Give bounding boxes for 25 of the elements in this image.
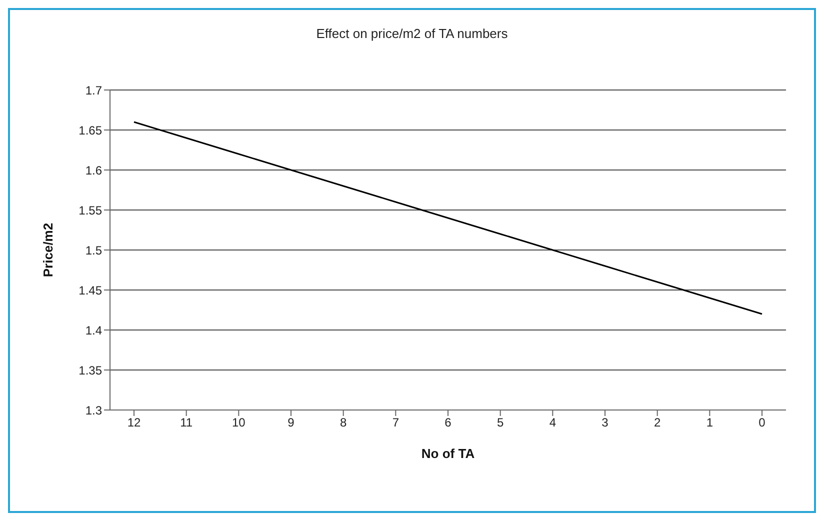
y-tick-label: 1.45 [78, 283, 102, 298]
x-tick-label: 4 [549, 416, 556, 430]
x-tick-label: 3 [602, 416, 609, 430]
chart-title: Effect on price/m2 of TA numbers [315, 26, 509, 41]
x-tick-label: 2 [654, 416, 661, 430]
x-tick-label: 9 [288, 416, 295, 430]
x-tick-label: 1 [706, 416, 714, 430]
x-tick-label: 11 [180, 416, 193, 430]
y-tick-label: 1.65 [78, 123, 102, 138]
y-tick-label: 1.7 [85, 83, 102, 98]
y-tick-label: 1.55 [78, 203, 102, 218]
x-tick-label: 5 [496, 416, 504, 430]
y-tick-label: 1.35 [78, 363, 102, 378]
x-axis-title: No of TA [421, 446, 476, 461]
x-tick-label: 8 [340, 416, 347, 430]
x-tick-label: 12 [127, 416, 141, 430]
y-tick-label: 1.3 [85, 403, 102, 418]
y-tick-label: 1.4 [85, 323, 102, 338]
x-tick-label: 0 [758, 416, 766, 430]
y-tick-label: 1.5 [85, 243, 102, 258]
x-tick-label: 7 [392, 416, 400, 430]
y-tick-label: 1.6 [85, 163, 102, 178]
x-tick-label: 10 [232, 416, 246, 430]
x-tick-label: 6 [444, 416, 452, 430]
y-axis-title: Price/m2 [40, 222, 56, 278]
